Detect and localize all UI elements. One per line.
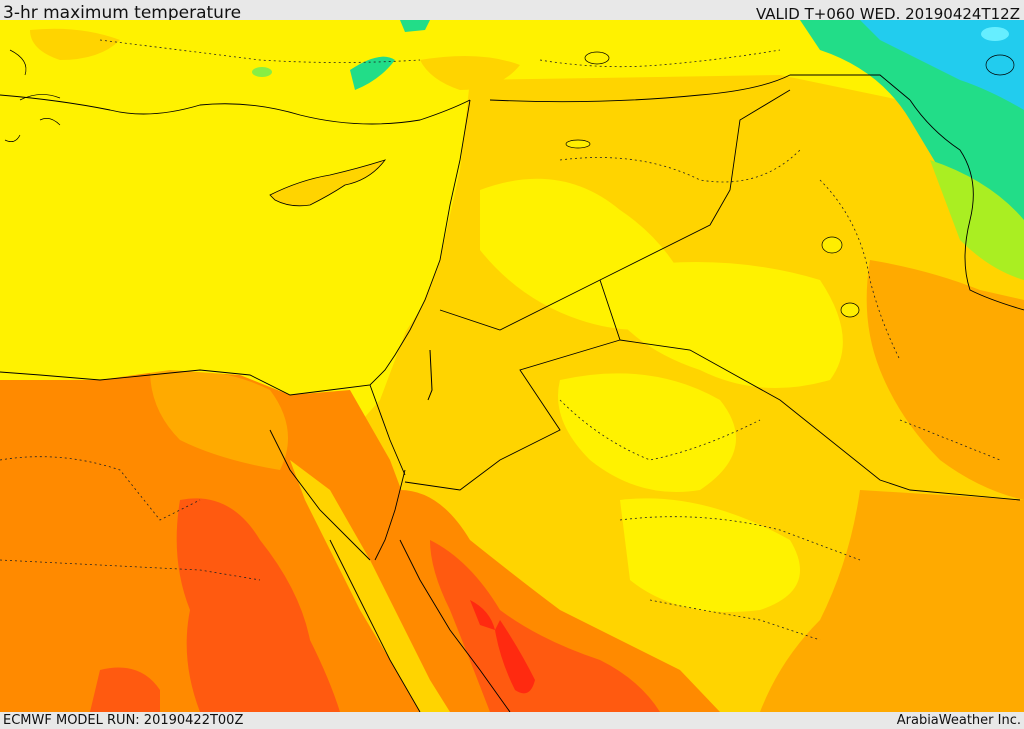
red-sea-west (329, 539, 421, 712)
temperature-map (0, 20, 1024, 712)
footer-bar: ECMWF MODEL RUN: 20190422T00Z ArabiaWeat… (0, 712, 1024, 729)
region-yellow-saudi (558, 373, 736, 492)
dead-sea (427, 349, 433, 401)
map-svg (0, 20, 1024, 712)
region-red-egypt (176, 498, 340, 712)
region-lightorange-delta (150, 369, 288, 470)
green-turkey-2 (400, 20, 430, 32)
sinai-gulf-suez (269, 429, 371, 561)
lake-razzaza (840, 302, 860, 318)
region-light-orange-turkey (420, 56, 520, 90)
lake-turkey (584, 51, 610, 65)
egypt-israel (369, 384, 406, 476)
valid-time: VALID T+060 WED. 20190424T12Z (755, 5, 1020, 23)
mediterranean-sea (0, 95, 460, 390)
syria-jordan-iraq (439, 89, 791, 331)
region-orange-southeast (760, 490, 1024, 712)
green-spot (252, 67, 272, 77)
region-light-orange-turkey-2 (30, 28, 120, 60)
boundaries (0, 74, 1024, 712)
iraq-saudi (619, 339, 1021, 501)
region-red-egypt-2 (90, 667, 160, 712)
region-deepred-hijaz (495, 620, 535, 694)
syria-iraq-border (489, 74, 911, 103)
region-red-hijaz (430, 540, 660, 712)
region-deepred-2 (470, 600, 495, 630)
lake-van (985, 54, 1015, 76)
red-sea-east (399, 539, 511, 712)
red-sea (290, 460, 450, 712)
lake-assad (565, 139, 591, 149)
lake-tharthar (821, 236, 843, 254)
turkey-coast (0, 94, 471, 125)
green-turkey-1 (350, 56, 395, 90)
region-cyan-ne (860, 20, 1024, 110)
gulf-aqaba (374, 469, 406, 561)
region-orange-east (866, 260, 1024, 500)
region-yellow-central (620, 498, 800, 612)
cyan-spot (981, 27, 1009, 41)
admin-boundaries (0, 39, 1001, 641)
title-bar: 3-hr maximum temperature VALID T+060 WED… (0, 0, 1024, 23)
region-lime-ne (930, 160, 1024, 280)
credit: ArabiaWeather Inc. (896, 713, 1021, 728)
cyprus (269, 159, 387, 207)
model-run: ECMWF MODEL RUN: 20190422T00Z (3, 713, 244, 728)
aegean-islands (4, 49, 61, 142)
iraq-iran-border (909, 99, 1024, 311)
map-title: 3-hr maximum temperature (3, 3, 242, 23)
region-yellow-iraq (610, 262, 843, 388)
